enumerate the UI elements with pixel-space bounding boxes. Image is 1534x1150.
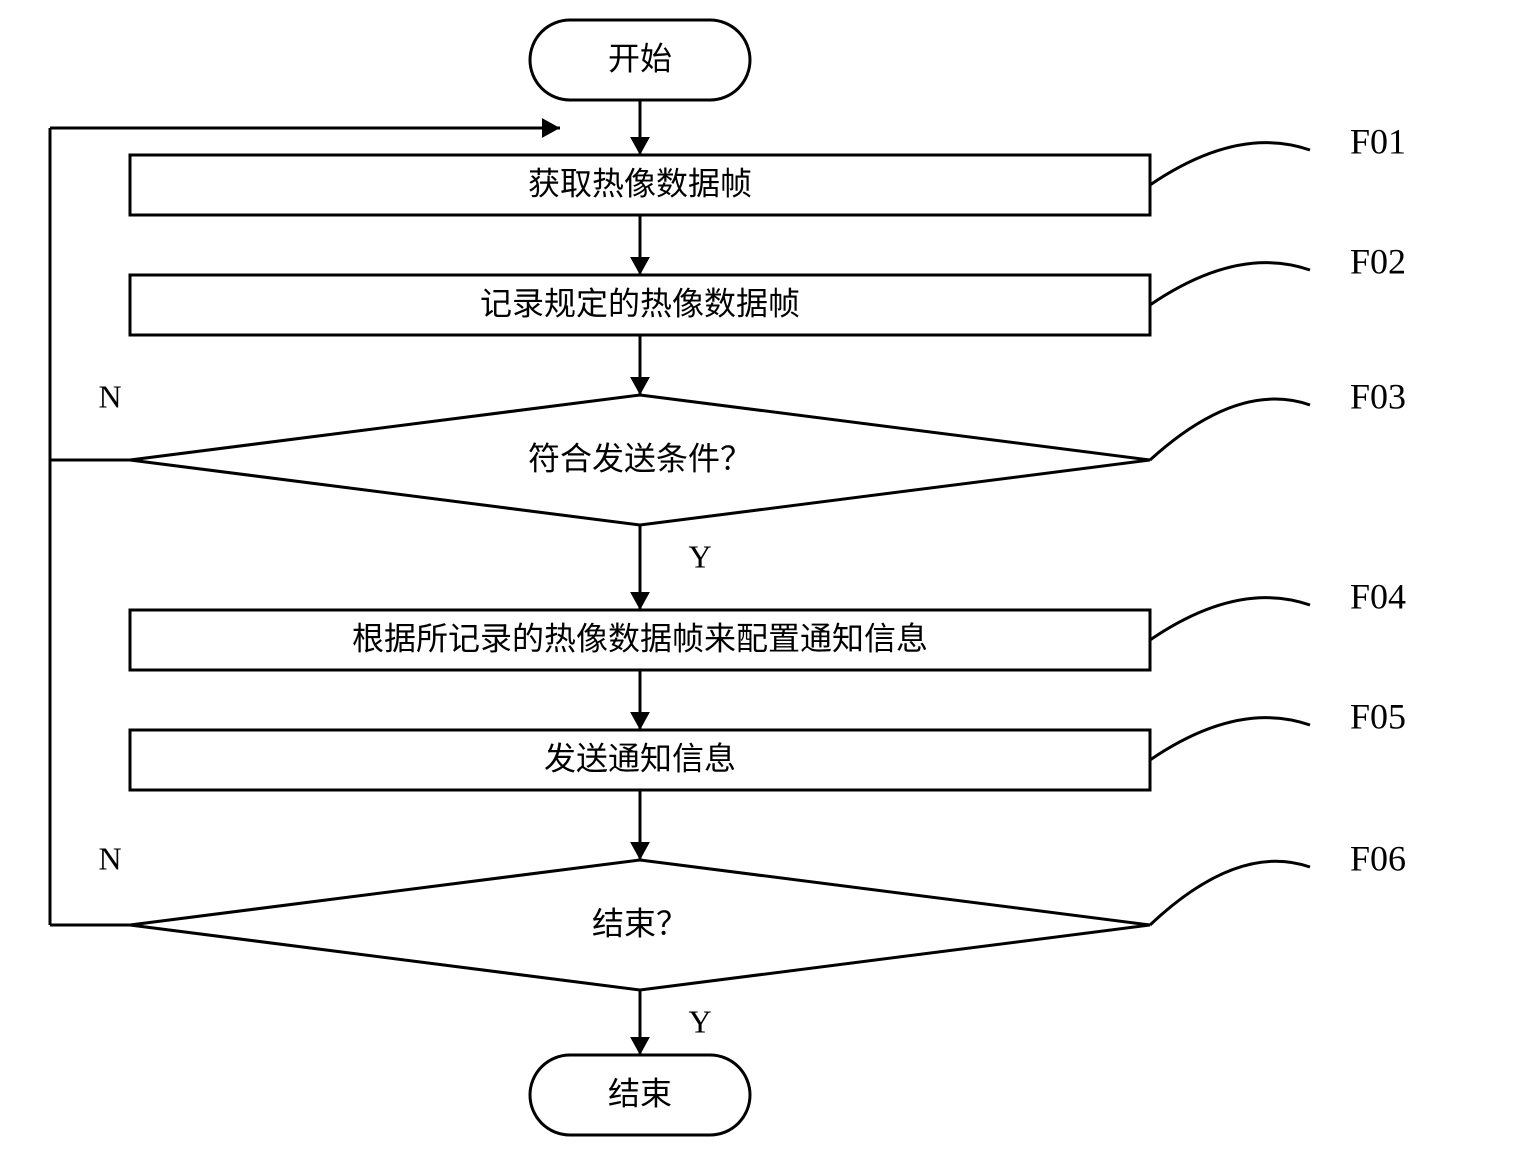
process-F04-label: 根据所记录的热像数据帧来配置通知信息 — [352, 620, 928, 656]
branch-label: Y — [688, 1003, 711, 1039]
branch-label: N — [98, 840, 121, 876]
side-label-F02: F02 — [1350, 241, 1406, 281]
process-F01-label: 获取热像数据帧 — [528, 165, 752, 201]
side-label-F04: F04 — [1350, 576, 1406, 616]
leader-F02 — [1150, 263, 1310, 305]
terminator-end-label: 结束 — [608, 1075, 672, 1111]
side-label-F03: F03 — [1350, 376, 1406, 416]
process-F05-label: 发送通知信息 — [544, 740, 736, 776]
decision-F03-label: 符合发送条件？ — [528, 440, 752, 476]
side-label-F05: F05 — [1350, 696, 1406, 736]
process-F02-label: 记录规定的热像数据帧 — [480, 285, 800, 321]
side-label-F01: F01 — [1350, 121, 1406, 161]
leader-F05 — [1150, 718, 1310, 760]
leader-F04 — [1150, 598, 1310, 640]
leader-F06 — [1150, 861, 1310, 925]
branch-label: N — [98, 378, 121, 414]
leader-F01 — [1150, 143, 1310, 185]
side-label-F06: F06 — [1350, 838, 1406, 878]
decision-F06-label: 结束？ — [592, 905, 688, 941]
branch-label: Y — [688, 538, 711, 574]
leader-F03 — [1150, 399, 1310, 460]
terminator-start-label: 开始 — [608, 40, 672, 76]
